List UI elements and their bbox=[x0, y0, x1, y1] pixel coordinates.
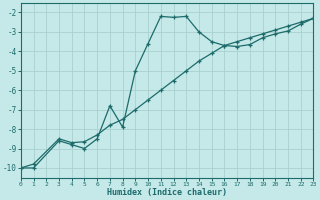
X-axis label: Humidex (Indice chaleur): Humidex (Indice chaleur) bbox=[107, 188, 227, 197]
